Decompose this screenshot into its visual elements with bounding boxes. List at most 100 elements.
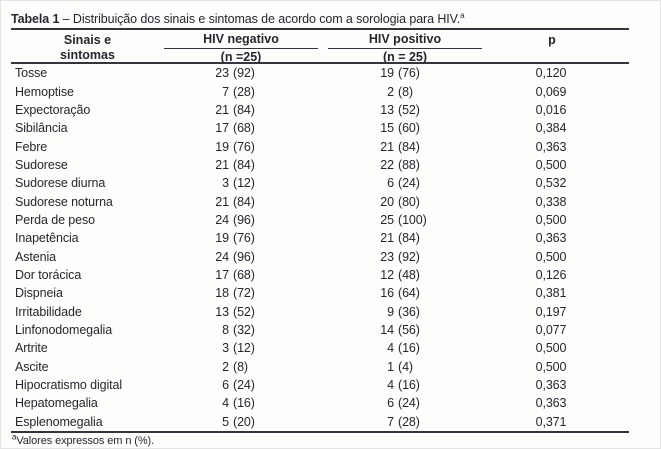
cell-p-value: 0,500 [535, 341, 567, 356]
cell-hiv-negative: 7 (28) [164, 85, 321, 99]
cell-hiv-negative: 5 (20) [164, 415, 321, 429]
cell-sign-symptom: Hemoptise [15, 84, 74, 99]
count-value: 9 [387, 304, 394, 319]
cell-p-value: 0,500 [535, 359, 567, 374]
cell-p-value: 0,069 [535, 84, 567, 99]
percent-value: (4) [398, 359, 413, 374]
cell-hiv-positive: 6 (24) [321, 396, 482, 410]
count-value: 2 [387, 84, 394, 99]
cell-hiv-negative: 21 (84) [164, 158, 321, 172]
count-value: 21 [380, 231, 394, 246]
percent-value: (16) [233, 396, 255, 411]
cell-hiv-positive: 13 (52) [321, 103, 482, 117]
count-value: 24 [215, 249, 229, 264]
percent-value: (28) [398, 414, 420, 429]
table-top-rule [11, 28, 629, 30]
percent-value: (84) [233, 157, 255, 172]
count-value: 21 [215, 157, 229, 172]
cell-p-value: 0,532 [535, 176, 567, 191]
percent-value: (20) [233, 414, 255, 429]
count-value: 24 [215, 212, 229, 227]
cell-sign-symptom: Astenia [15, 249, 56, 264]
table-row: Sudorese 21 (84) 22 (88) 0,500 [11, 156, 629, 174]
percent-value: (100) [398, 212, 427, 227]
cell-p-value: 0,363 [535, 139, 567, 154]
cell-sign-symptom: Ascite [15, 359, 49, 374]
column-header-line1: Sinais e [63, 33, 112, 47]
percent-value: (12) [233, 176, 255, 191]
cell-sign-symptom: Hepatomegalia [15, 396, 98, 411]
percent-value: (24) [398, 396, 420, 411]
table-row: Inapetência 19 (76) 21 (84) 0,363 [11, 229, 629, 247]
cell-p-value: 0,500 [535, 212, 567, 227]
table-row: Hepatomegalia 4 (16) 6 (24) 0,363 [11, 394, 629, 412]
cell-hiv-negative: 21 (84) [164, 195, 321, 209]
caption-footnote-marker: a [460, 10, 465, 20]
cell-sign-symptom: Sudorese [15, 157, 68, 172]
percent-value: (84) [233, 194, 255, 209]
hiv-negative-n: (n =25) [220, 50, 262, 64]
table-row: Astenia 24 (96) 23 (92) 0,500 [11, 247, 629, 265]
percent-value: (96) [233, 249, 255, 264]
percent-value: (36) [398, 304, 420, 319]
cell-hiv-positive: 12 (48) [321, 268, 482, 282]
footnote-text: Valores expressos em n (%). [16, 435, 155, 447]
cell-hiv-positive: 4 (16) [321, 341, 482, 355]
percent-value: (96) [233, 212, 255, 227]
count-value: 13 [380, 102, 394, 117]
percent-value: (16) [398, 341, 420, 356]
cell-p-value: 0,338 [535, 194, 567, 209]
count-value: 2 [222, 359, 229, 374]
table-footnote: aValores expressos em n (%). [12, 433, 155, 447]
percent-value: (80) [398, 194, 420, 209]
table-row: Irritabilidade 13 (52) 9 (36) 0,197 [11, 302, 629, 320]
percent-value: (8) [233, 359, 248, 374]
percent-value: (32) [233, 322, 255, 337]
percent-value: (60) [398, 121, 420, 136]
cell-p-value: 0,120 [535, 66, 567, 81]
table-row: Dor torácica 17 (68) 12 (48) 0,126 [11, 266, 629, 284]
count-value: 7 [387, 414, 394, 429]
count-value: 19 [380, 66, 394, 81]
caption-text: Distribuição dos sinais e sintomas de ac… [72, 12, 461, 26]
table-row: Linfonodomegalia 8 (32) 14 (56) 0,077 [11, 321, 629, 339]
cell-hiv-negative: 3 (12) [164, 176, 321, 190]
hiv-positive-label: HIV positivo [328, 33, 482, 49]
count-value: 23 [380, 249, 394, 264]
count-value: 3 [222, 341, 229, 356]
column-header-line2: sintomas [60, 48, 115, 62]
cell-hiv-negative: 2 (8) [164, 360, 321, 374]
cell-hiv-positive: 25 (100) [321, 213, 482, 227]
count-value: 17 [215, 121, 229, 136]
percent-value: (76) [233, 231, 255, 246]
percent-value: (88) [398, 157, 420, 172]
table-row: Esplenomegalia 5 (20) 7 (28) 0,371 [11, 413, 629, 431]
count-value: 23 [215, 66, 229, 81]
percent-value: (92) [233, 66, 255, 81]
cell-sign-symptom: Tosse [15, 66, 48, 81]
percent-value: (48) [398, 267, 420, 282]
cell-hiv-positive: 21 (84) [321, 140, 482, 154]
cell-hiv-positive: 4 (16) [321, 378, 482, 392]
table-row: Perda de peso 24 (96) 25 (100) 0,500 [11, 211, 629, 229]
cell-sign-symptom: Dispneia [15, 286, 63, 301]
cell-hiv-negative: 19 (76) [164, 140, 321, 154]
table-row: Dispneia 18 (72) 16 (64) 0,381 [11, 284, 629, 302]
cell-p-value: 0,500 [535, 157, 567, 172]
cell-hiv-negative: 6 (24) [164, 378, 321, 392]
cell-hiv-negative: 18 (72) [164, 286, 321, 300]
cell-hiv-positive: 21 (84) [321, 231, 482, 245]
cell-hiv-negative: 13 (52) [164, 305, 321, 319]
table-row: Sibilância 17 (68) 15 (60) 0,384 [11, 119, 629, 137]
cell-hiv-negative: 21 (84) [164, 103, 321, 117]
count-value: 6 [387, 176, 394, 191]
count-value: 17 [215, 267, 229, 282]
column-header-hiv-negative: HIV negativo (n =25) [164, 33, 318, 65]
percent-value: (8) [398, 84, 413, 99]
cell-p-value: 0,016 [535, 102, 567, 117]
cell-sign-symptom: Febre [15, 139, 48, 154]
cell-hiv-positive: 14 (56) [321, 323, 482, 337]
cell-sign-symptom: Perda de peso [15, 212, 96, 227]
cell-hiv-negative: 24 (96) [164, 213, 321, 227]
